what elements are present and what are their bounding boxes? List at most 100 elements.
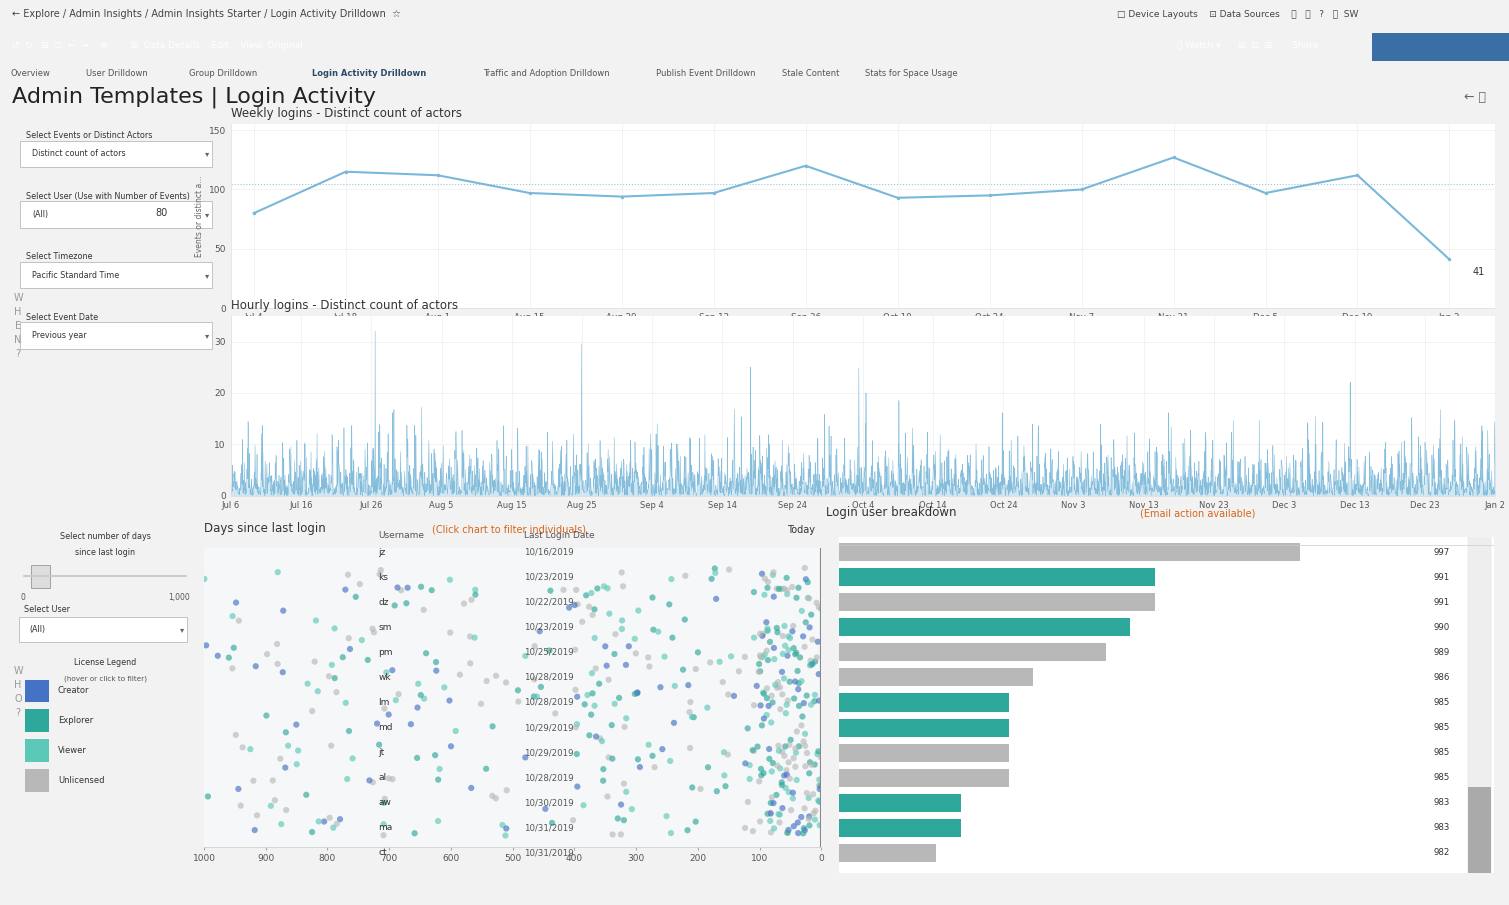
Point	[611, 579, 635, 594]
Point	[623, 632, 647, 646]
Point	[768, 702, 792, 717]
Point	[406, 700, 430, 715]
Point	[735, 721, 759, 736]
Point	[761, 567, 785, 582]
Point	[761, 790, 785, 805]
Point	[741, 824, 765, 838]
Point	[614, 785, 638, 799]
Point	[751, 626, 776, 641]
Point	[747, 657, 771, 672]
Point	[785, 773, 809, 787]
Point	[786, 682, 810, 697]
Point	[800, 607, 824, 622]
Point	[367, 738, 391, 752]
Point	[601, 751, 625, 766]
Point	[607, 691, 631, 705]
Point	[756, 622, 780, 636]
Point	[294, 787, 318, 802]
Point	[768, 680, 792, 694]
Point	[578, 729, 602, 743]
Point	[333, 696, 358, 710]
Text: Login user breakdown: Login user breakdown	[827, 506, 957, 519]
Point	[270, 665, 294, 680]
Text: ma: ma	[379, 824, 392, 833]
Text: (hover or click to filter): (hover or click to filter)	[63, 675, 146, 681]
Point	[789, 719, 813, 733]
Text: wk: wk	[379, 673, 391, 682]
Point	[773, 739, 797, 754]
Text: (Click chart to filter individuals): (Click chart to filter individuals)	[433, 525, 587, 535]
Point	[330, 650, 355, 664]
Point	[673, 568, 697, 583]
Point	[341, 751, 365, 766]
Text: Select Timezone: Select Timezone	[26, 252, 92, 262]
Point	[241, 774, 266, 788]
Text: Username: Username	[379, 531, 424, 540]
Point	[803, 813, 827, 827]
Point	[786, 676, 810, 691]
Text: 10/31/2019: 10/31/2019	[524, 824, 573, 833]
Point	[765, 758, 789, 773]
Text: Login Activity Drilldown: Login Activity Drilldown	[312, 70, 427, 79]
Point	[798, 755, 822, 769]
Point	[300, 704, 324, 719]
Point	[238, 742, 263, 757]
Text: 👁 Watch ▾      ⊞  ⊡  ⊞       Share: 👁 Watch ▾ ⊞ ⊡ ⊞ Share	[1177, 41, 1319, 50]
Point	[750, 719, 774, 733]
Point	[682, 710, 706, 724]
Text: 10/28/2019: 10/28/2019	[524, 673, 573, 682]
Point	[780, 791, 804, 805]
Point	[377, 708, 401, 722]
Text: User Drilldown: User Drilldown	[86, 70, 148, 79]
Point	[771, 629, 795, 643]
Point	[623, 687, 647, 701]
Text: (Email action available): (Email action available)	[1141, 509, 1255, 519]
Point	[803, 804, 827, 818]
Point	[754, 691, 779, 705]
Point	[269, 817, 293, 832]
Text: 10/30/2019: 10/30/2019	[524, 798, 573, 807]
Point	[412, 691, 436, 706]
Point	[791, 710, 815, 724]
Point	[797, 809, 821, 824]
Point	[564, 720, 589, 735]
Point	[377, 771, 401, 786]
Point	[637, 660, 661, 674]
FancyBboxPatch shape	[26, 769, 48, 792]
Point	[229, 798, 254, 813]
Point	[368, 567, 392, 582]
Point	[742, 744, 767, 758]
Point	[773, 581, 797, 595]
Point	[599, 718, 623, 732]
Point	[785, 724, 809, 738]
Point	[806, 634, 830, 649]
Text: Hourly logins - Distinct count of actors: Hourly logins - Distinct count of actors	[231, 299, 457, 312]
Point	[412, 603, 436, 617]
Point	[223, 728, 247, 742]
Point	[592, 762, 616, 776]
Point	[643, 760, 667, 775]
Point	[676, 678, 700, 692]
Point	[566, 597, 590, 612]
Point	[356, 653, 380, 667]
Text: ▾: ▾	[180, 624, 184, 633]
Point	[777, 755, 801, 769]
Point	[563, 597, 587, 612]
Text: W
H
E
N
?: W H E N ?	[14, 293, 23, 358]
Text: Select number of days: Select number of days	[59, 531, 151, 540]
Point	[604, 627, 628, 642]
Point	[803, 694, 827, 709]
Point	[561, 813, 585, 827]
Point	[528, 680, 552, 694]
Point	[773, 672, 797, 686]
Point	[296, 676, 320, 691]
Point	[584, 662, 608, 676]
Point	[721, 689, 745, 703]
FancyBboxPatch shape	[20, 617, 187, 642]
Point	[260, 798, 284, 813]
Point	[318, 738, 343, 753]
Point	[770, 664, 794, 679]
Point	[646, 624, 670, 639]
Point	[273, 760, 297, 775]
Point	[361, 622, 385, 636]
